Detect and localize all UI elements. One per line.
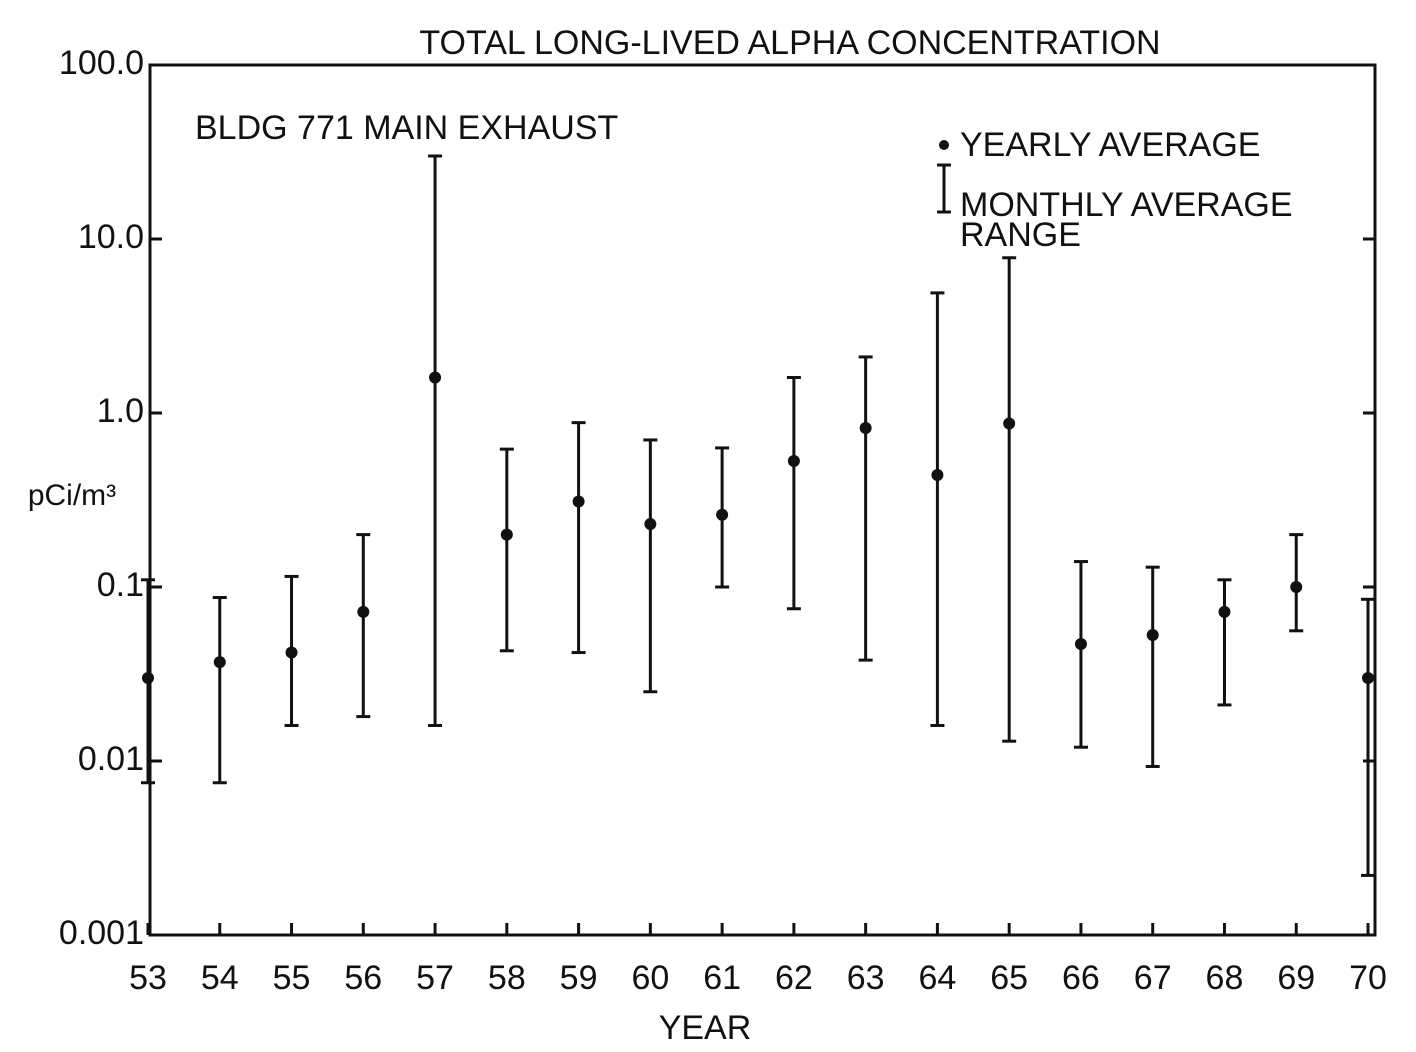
yearly-average <box>500 528 513 541</box>
x-tick-label: 68 <box>1206 959 1244 997</box>
x-tick-label: 58 <box>488 959 526 997</box>
legend-dot <box>939 140 949 150</box>
yearly-average <box>1074 638 1087 651</box>
y-tick-label: 100.0 <box>59 44 144 82</box>
x-tick-label: 60 <box>631 959 669 997</box>
yearly-average <box>1362 671 1374 684</box>
yearly-average <box>1003 417 1016 430</box>
yearly-average <box>1146 628 1159 641</box>
yearly-average <box>787 454 800 467</box>
yearly-average <box>644 518 657 531</box>
x-tick-label: 53 <box>129 959 167 997</box>
yearly-average <box>716 508 729 521</box>
annotation: BLDG 771 MAIN EXHAUST <box>195 109 618 147</box>
chart-title: TOTAL LONG-LIVED ALPHA CONCENTRATION <box>419 24 1160 62</box>
legend-range: MONTHLY AVERAGE RANGE <box>960 186 1293 254</box>
x-tick-label: 56 <box>344 959 382 997</box>
yearly-average <box>931 469 944 482</box>
x-tick-label: 64 <box>918 959 956 997</box>
x-tick-label: 61 <box>703 959 741 997</box>
yearly-average <box>285 646 298 659</box>
x-tick-label: 62 <box>775 959 813 997</box>
legend-points: YEARLY AVERAGE <box>960 126 1261 164</box>
yearly-average <box>213 656 226 669</box>
x-tick-label: 65 <box>990 959 1028 997</box>
y-tick-label: 0.01 <box>78 740 144 778</box>
yearly-average <box>1218 605 1231 618</box>
y-axis-label: pCi/m³ <box>28 479 116 512</box>
plot-frame <box>148 63 1377 937</box>
yearly-average <box>357 605 370 618</box>
y-tick-label: 0.1 <box>97 566 144 604</box>
x-tick-label: 66 <box>1062 959 1100 997</box>
x-tick-label: 67 <box>1134 959 1172 997</box>
y-tick-label: 1.0 <box>97 392 144 430</box>
x-tick-label: 54 <box>201 959 239 997</box>
x-tick-label: 57 <box>416 959 454 997</box>
x-tick-label: 69 <box>1277 959 1315 997</box>
yearly-average <box>1290 581 1303 593</box>
yearly-average <box>859 421 872 434</box>
yearly-average <box>572 495 585 508</box>
x-tick-label: 55 <box>273 959 311 997</box>
y-tick-label: 0.001 <box>59 914 144 952</box>
y-tick-label: 10.0 <box>78 218 144 256</box>
yearly-average <box>429 371 442 384</box>
yearly-average <box>142 671 154 684</box>
x-tick-label: 59 <box>560 959 598 997</box>
x-tick-label: 63 <box>847 959 885 997</box>
x-tick-label: 70 <box>1349 959 1387 997</box>
x-axis-label: YEAR <box>659 1009 752 1047</box>
